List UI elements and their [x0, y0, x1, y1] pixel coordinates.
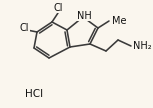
Text: Cl: Cl	[53, 3, 62, 13]
Text: NH₂: NH₂	[133, 41, 152, 51]
Text: HCl: HCl	[25, 89, 43, 99]
Text: Cl: Cl	[20, 23, 30, 33]
Text: Me: Me	[112, 16, 127, 26]
Text: NH: NH	[77, 11, 91, 21]
